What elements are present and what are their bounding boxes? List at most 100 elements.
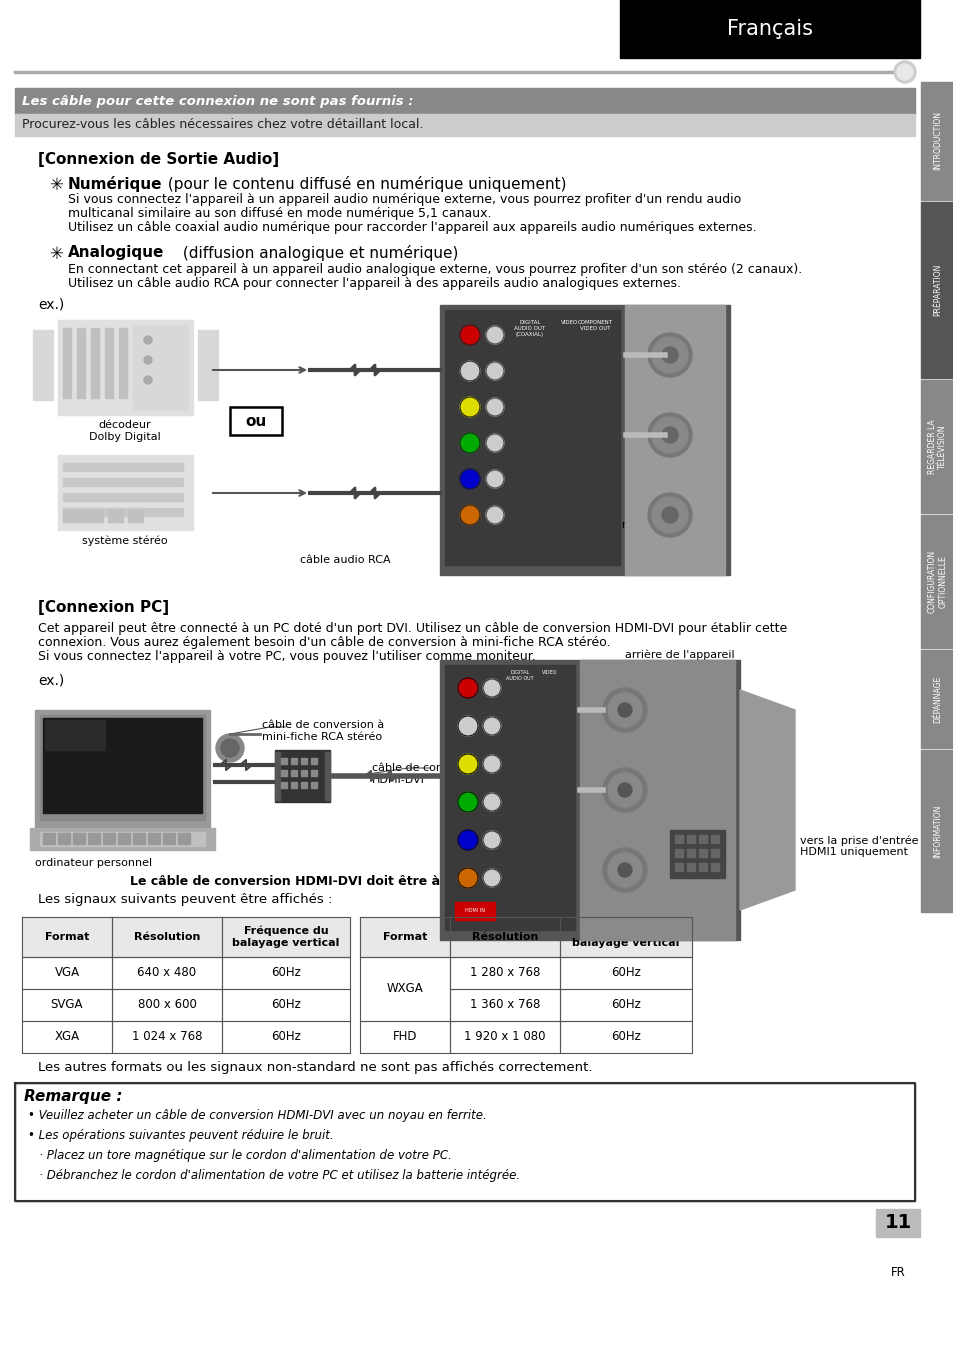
Bar [128,510,143,522]
Circle shape [618,704,631,717]
Circle shape [482,793,500,811]
Bar [45,720,105,749]
Circle shape [457,678,477,698]
Circle shape [896,63,912,80]
Bar [40,714,205,820]
Circle shape [457,754,477,774]
Circle shape [221,739,239,758]
Text: (diffusion analogique et numérique): (diffusion analogique et numérique) [178,245,457,262]
Bar [15,1082,914,1201]
Text: Utilisez un câble audio RCA pour connecter l'appareil à des appareils audio anal: Utilisez un câble audio RCA pour connect… [68,276,680,290]
Text: câble coaxial audio numérique: câble coaxial audio numérique [470,330,641,341]
Bar [132,325,188,410]
Circle shape [457,830,477,851]
Text: INFORMATION: INFORMATION [932,805,941,857]
Circle shape [485,434,503,452]
Text: COMPONENT
VIDEO OUT: COMPONENT VIDEO OUT [577,319,612,330]
Bar [178,833,190,836]
Bar [920,82,953,200]
Text: PRÉPARATION: PRÉPARATION [932,264,941,317]
Circle shape [457,716,477,736]
Bar [58,833,70,836]
Bar [669,830,724,878]
Circle shape [457,868,477,888]
Text: Si vous connectez l'appareil à un appareil audio numérique externe, vous pourrez: Si vous connectez l'appareil à un appare… [68,193,740,206]
Text: Les câble pour cette connexion ne sont pas fournis :: Les câble pour cette connexion ne sont p… [22,94,413,108]
Bar [63,328,71,398]
Bar [40,832,205,847]
Circle shape [485,506,503,524]
Text: VIDEO: VIDEO [541,670,558,675]
Bar [91,328,99,398]
Circle shape [647,333,691,377]
Circle shape [485,326,503,344]
Bar [132,837,145,840]
Bar [699,849,706,857]
Circle shape [482,869,500,887]
Circle shape [482,679,500,697]
Bar [148,833,160,836]
Text: 60Hz: 60Hz [271,967,300,980]
Text: [Connexion de Sortie Audio]: [Connexion de Sortie Audio] [38,152,279,167]
Circle shape [661,507,678,523]
Bar [450,917,559,957]
Text: En connectant cet appareil à un appareil audio analogique externe, vous pourrez : En connectant cet appareil à un appareil… [68,263,801,276]
Bar [178,841,190,844]
Bar [178,837,190,840]
Bar [444,665,575,930]
Bar [875,1209,919,1237]
Bar [58,319,193,415]
Text: Si vous connectez l'appareil à votre PC, vous pouvez l'utiliser comme moniteur.: Si vous connectez l'appareil à votre PC,… [38,650,536,663]
Bar [35,710,210,830]
Circle shape [602,768,646,811]
Text: système stéréo: système stéréo [82,535,168,546]
Text: SVGA: SVGA [51,999,83,1011]
Text: • Les opérations suivantes peuvent réduire le bruit.: • Les opérations suivantes peuvent rédui… [28,1130,334,1142]
Text: 1 920 x 1 080: 1 920 x 1 080 [464,1030,545,1043]
Bar [291,758,296,764]
Bar [274,752,280,799]
Bar [30,828,214,851]
Bar [311,782,316,789]
Bar [439,661,740,940]
Bar [311,770,316,776]
Circle shape [144,356,152,364]
Bar [222,917,350,957]
Circle shape [618,863,631,878]
Circle shape [651,337,687,373]
Bar [920,380,953,514]
Text: Remarque :: Remarque : [24,1089,122,1104]
Circle shape [459,398,479,417]
Bar [686,834,695,842]
Circle shape [602,848,646,892]
Circle shape [647,412,691,457]
Bar [291,770,296,776]
Text: 800 x 600: 800 x 600 [137,999,196,1011]
Bar [163,837,174,840]
Bar [63,479,183,487]
Bar [710,863,719,871]
Bar [274,749,330,802]
Text: DÉPANNAGE: DÉPANNAGE [932,675,941,723]
Bar [710,849,719,857]
Bar [675,863,682,871]
Text: câble de conversion à
mini-fiche RCA stéréo: câble de conversion à mini-fiche RCA sté… [262,720,384,741]
Bar [33,330,53,400]
Bar [920,515,953,648]
Text: ex.): ex.) [38,297,64,311]
Text: DIGITAL
AUDIO OUT
(COAXIAL): DIGITAL AUDIO OUT (COAXIAL) [514,319,545,337]
Text: ex.): ex.) [38,674,64,687]
Text: câble audio RCA: câble audio RCA [299,555,390,565]
Text: Numérique: Numérique [68,177,162,191]
Text: VIDEO: VIDEO [560,319,578,325]
Bar [112,917,222,957]
Text: Format: Format [45,931,89,942]
Bar [920,749,953,913]
Text: Les autres formats ou les signaux non-standard ne sont pas affichés correctement: Les autres formats ou les signaux non-st… [38,1061,592,1074]
Bar [108,510,123,522]
Bar [88,833,100,836]
Bar [73,841,85,844]
Text: vers la prise d'entrée
HDMI1 uniquement: vers la prise d'entrée HDMI1 uniquement [800,834,918,857]
Circle shape [215,735,244,762]
Bar [920,650,953,748]
